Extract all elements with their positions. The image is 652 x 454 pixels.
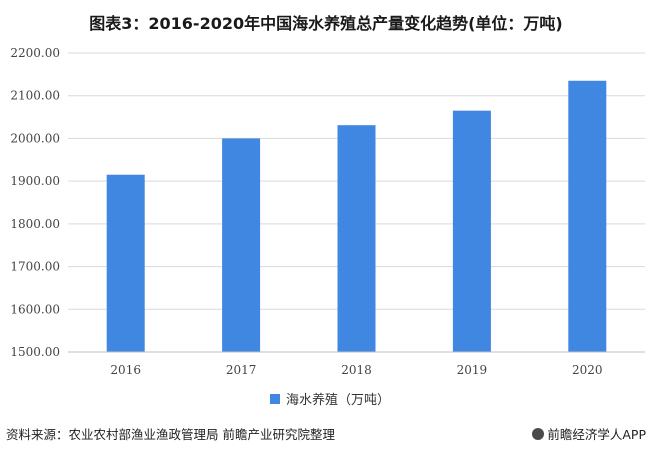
x-tick-label: 2016 (110, 363, 141, 377)
y-tick-label: 2100.00 (10, 89, 60, 103)
x-tick-label: 2017 (226, 363, 257, 377)
x-tick-label: 2020 (572, 363, 603, 377)
brand-credit: 前瞻经济学人APP (532, 424, 646, 443)
bar-2017 (222, 138, 261, 352)
y-tick-label: 1900.00 (10, 174, 60, 188)
brand-logo-icon (532, 427, 545, 440)
source-note: 资料来源：农业农村部渔业渔政管理局 前瞻产业研究院整理 (6, 427, 335, 442)
brand-name: 前瞻经济学人APP (547, 427, 646, 442)
bars (106, 80, 607, 353)
legend: 海水养殖（万吨） (270, 389, 390, 408)
x-axis-ticks: 2016 2017 2018 2019 2020 (110, 363, 602, 377)
y-tick-label: 2000.00 (10, 131, 60, 145)
bar-2020 (568, 80, 607, 352)
bar-2016 (106, 174, 145, 352)
y-axis-ticks: 1500.00 1600.00 1700.00 1800.00 1900.00 2000.… (10, 46, 60, 359)
legend-swatch (270, 393, 280, 404)
chart-title: 图表3：2016-2020年中国海水养殖总产量变化趋势(单位：万吨) (89, 14, 563, 33)
x-tick-label: 2019 (457, 363, 488, 377)
bar-2019 (452, 110, 491, 353)
y-tick-label: 1500.00 (10, 345, 60, 359)
bar-2018 (337, 125, 376, 353)
y-tick-label: 1700.00 (10, 260, 60, 274)
legend-label: 海水养殖（万吨） (286, 393, 391, 408)
y-tick-label: 2200.00 (10, 46, 60, 60)
y-tick-label: 1800.00 (10, 217, 60, 231)
y-tick-label: 1600.00 (10, 302, 60, 316)
x-tick-label: 2018 (341, 363, 372, 377)
